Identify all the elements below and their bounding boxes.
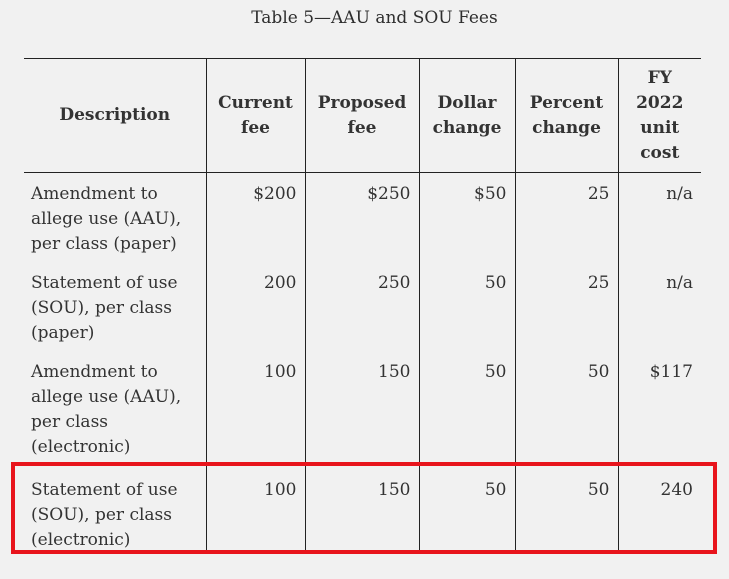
cell-percent-change: 25: [514, 261, 619, 351]
cell-description: Statement of use (SOU), per class (electro…: [24, 464, 207, 554]
cell-unit-cost: n/a: [617, 172, 701, 262]
cell-proposed-fee: 250: [304, 261, 420, 351]
fees-table: Description Current fee Proposed fee Dolla…: [24, 58, 701, 554]
cell-current-fee: 200: [205, 261, 306, 351]
cell-proposed-fee: $250: [304, 172, 420, 262]
header-unit-cost: FY 2022 unit cost: [617, 58, 701, 173]
header-proposed-fee: Proposed fee: [304, 58, 420, 173]
header-percent-change: Percent change: [514, 58, 619, 173]
cell-unit-cost: n/a: [617, 261, 701, 351]
cell-description: Amendment to allege use (AAU), per class (e…: [24, 350, 207, 465]
header-current-fee: Current fee: [205, 58, 306, 173]
table-row: Statement of use (SOU), per class (paper) …: [24, 261, 701, 351]
cell-percent-change: 50: [514, 464, 619, 554]
cell-current-fee: $200: [205, 172, 306, 262]
cell-description: Amendment to allege use (AAU), per class (…: [24, 172, 207, 262]
cell-dollar-change: $50: [418, 172, 516, 262]
header-dollar-change: Dollar change: [418, 58, 516, 173]
header-description: Description: [24, 58, 207, 173]
table-caption: Table 5—AAU and SOU Fees: [251, 8, 498, 28]
cell-current-fee: 100: [205, 464, 306, 554]
cell-proposed-fee: 150: [304, 350, 420, 465]
cell-unit-cost: 240: [617, 464, 701, 554]
cell-proposed-fee: 150: [304, 464, 420, 554]
cell-dollar-change: 50: [418, 464, 516, 554]
header-row: Description Current fee Proposed fee Dolla…: [24, 58, 701, 173]
table-row-highlighted: Statement of use (SOU), per class (electro…: [24, 464, 701, 554]
cell-dollar-change: 50: [418, 350, 516, 465]
cell-unit-cost: $117: [617, 350, 701, 465]
cell-percent-change: 25: [514, 172, 619, 262]
table-row: Amendment to allege use (AAU), per class (e…: [24, 350, 701, 465]
cell-description: Statement of use (SOU), per class (paper): [24, 261, 207, 351]
cell-percent-change: 50: [514, 350, 619, 465]
cell-current-fee: 100: [205, 350, 306, 465]
table-row: Amendment to allege use (AAU), per class (…: [24, 172, 701, 262]
cell-dollar-change: 50: [418, 261, 516, 351]
